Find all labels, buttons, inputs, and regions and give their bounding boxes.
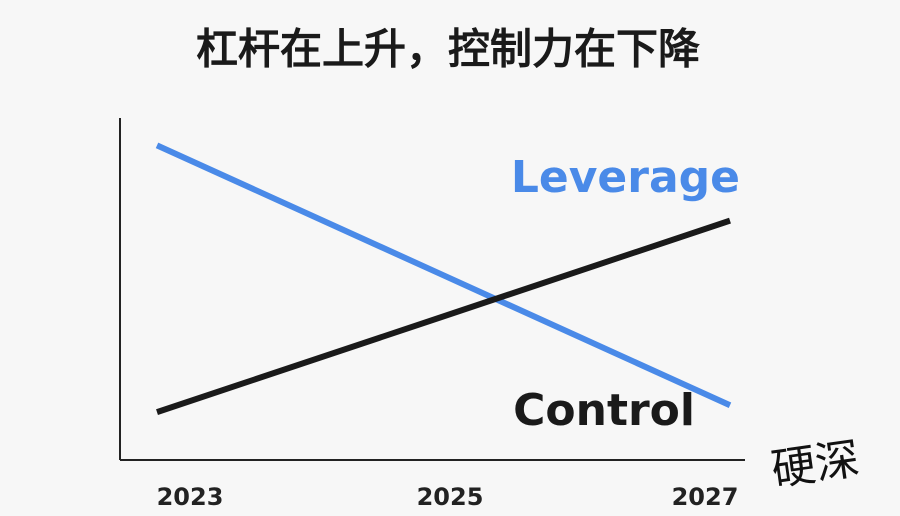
series-label: Leverage — [511, 152, 740, 203]
watermark: 硬深 — [768, 433, 862, 496]
series-label: Control — [513, 385, 695, 436]
series-line — [155, 142, 732, 409]
x-tick-label: 2023 — [157, 483, 224, 511]
series-line — [156, 217, 731, 415]
x-tick-label: 2027 — [672, 483, 739, 511]
chart-title: 杠杆在上升，控制力在下降 — [196, 25, 700, 74]
x-tick-label: 2025 — [417, 483, 484, 511]
